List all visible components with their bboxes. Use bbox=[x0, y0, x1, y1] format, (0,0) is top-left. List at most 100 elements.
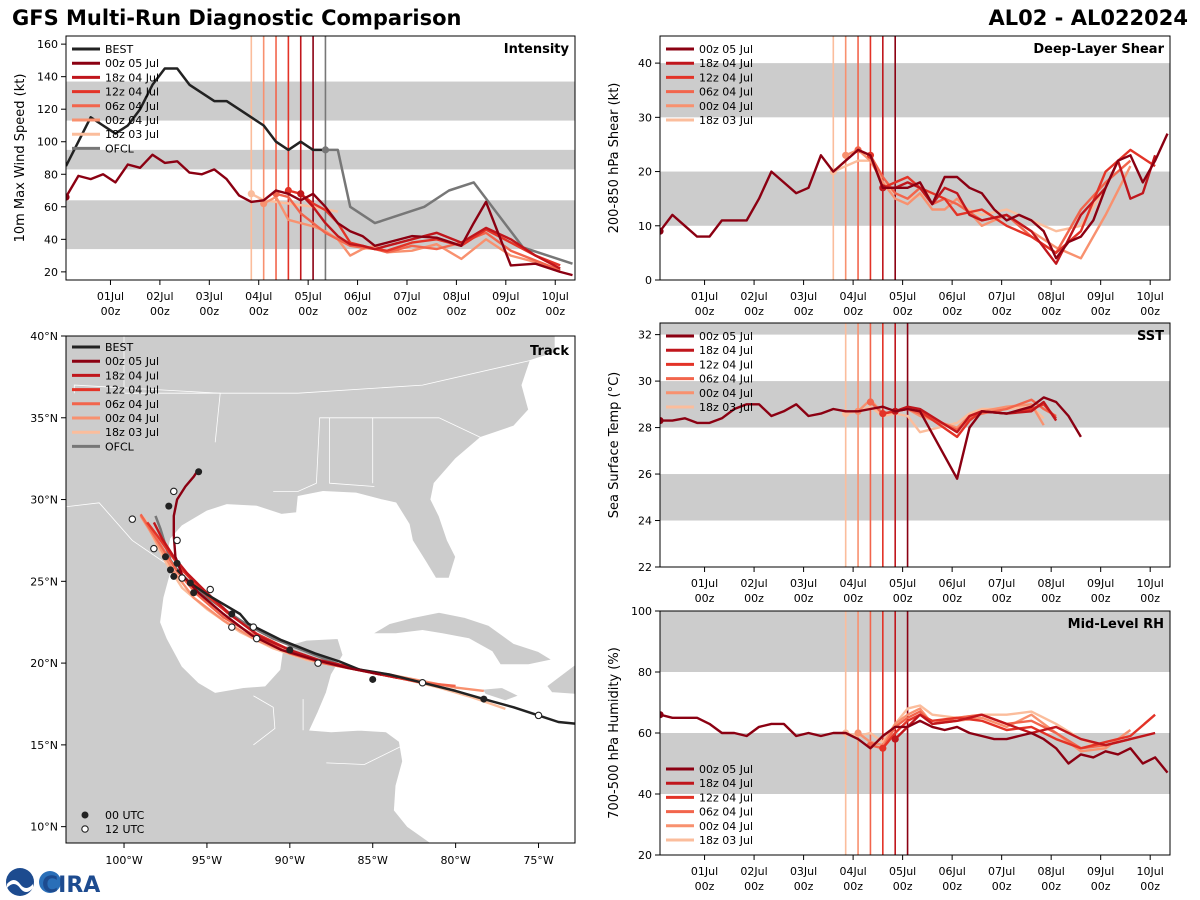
init-marker bbox=[66, 193, 70, 201]
series-line bbox=[66, 153, 573, 277]
threshold-band bbox=[660, 611, 1170, 672]
land-jamaica bbox=[481, 687, 520, 702]
legend-label: 18z 03 Jul bbox=[699, 401, 753, 414]
shear-panel: 0 10 20 30 40 01Jul 00z 02Jul 00z 03Jul 00z 04Jul 00… bbox=[607, 35, 1171, 318]
x-tick-label: 06Jul bbox=[938, 865, 965, 878]
y-tick-label: 100 bbox=[37, 136, 58, 149]
threshold-band bbox=[660, 63, 1170, 118]
x-tick-label: 00z bbox=[101, 305, 121, 318]
x-tick-label: 90°W bbox=[275, 854, 305, 867]
track-point-00utc bbox=[286, 646, 294, 654]
legend-label: 00z 05 Jul bbox=[699, 43, 753, 56]
y-axis-label: Sea Surface Temp (°C) bbox=[607, 372, 622, 519]
x-tick-label: 04Jul bbox=[839, 290, 866, 303]
x-tick-label: 95°W bbox=[192, 854, 222, 867]
track-point-00utc bbox=[166, 566, 174, 574]
x-tick-label: 00z bbox=[1041, 305, 1061, 318]
track-point-12utc bbox=[534, 711, 543, 720]
x-tick-label: 00z bbox=[893, 880, 913, 893]
x-tick-label: 05Jul bbox=[889, 290, 916, 303]
init-marker bbox=[660, 227, 664, 235]
track-point-12utc bbox=[252, 634, 261, 643]
legend-label: 06z 04 Jul bbox=[105, 398, 159, 411]
series-line bbox=[66, 67, 326, 167]
plot-area bbox=[660, 323, 1170, 567]
init-marker bbox=[866, 398, 875, 406]
init-marker bbox=[879, 410, 887, 418]
map-frame bbox=[65, 335, 576, 844]
x-tick-label: 00z bbox=[942, 880, 962, 893]
legend-label: 18z 04 Jul bbox=[105, 369, 159, 382]
y-tick-label: 28 bbox=[638, 422, 652, 435]
track-point-12utc bbox=[173, 536, 181, 545]
x-tick-label: 10Jul bbox=[1137, 290, 1164, 303]
x-tick-label: 07Jul bbox=[988, 577, 1015, 590]
init-marker bbox=[879, 744, 887, 752]
series-line bbox=[882, 154, 1157, 265]
x-tick-label: 07Jul bbox=[393, 290, 420, 303]
legend-label: 00z 04 Jul bbox=[105, 412, 159, 425]
y-tick-label: 20°N bbox=[30, 657, 58, 670]
border-line bbox=[253, 695, 276, 746]
plot-area bbox=[660, 611, 1170, 855]
init-marker bbox=[660, 417, 664, 425]
series-line bbox=[660, 133, 1169, 260]
panel-title: SST bbox=[1137, 329, 1164, 344]
series-line bbox=[660, 713, 1169, 774]
series-line bbox=[660, 396, 1082, 480]
logo-text: CIRA bbox=[42, 873, 100, 898]
land-hispaniola bbox=[546, 664, 575, 695]
legend-label: 12z 04 Jul bbox=[699, 71, 753, 84]
x-tick-label: 01Jul bbox=[691, 865, 718, 878]
track-point-00utc bbox=[369, 675, 377, 683]
y-tick-label: 60 bbox=[638, 727, 652, 740]
track-line bbox=[152, 521, 398, 679]
plot-area bbox=[660, 36, 1170, 280]
legend-label: 00z 04 Jul bbox=[699, 820, 753, 833]
x-tick-label: 00z bbox=[1091, 305, 1111, 318]
legend-label: 06z 04 Jul bbox=[699, 86, 753, 99]
threshold-band bbox=[660, 323, 1170, 335]
x-tick-label: 00z bbox=[249, 305, 269, 318]
y-axis-label: 10m Max Wind Speed (kt) bbox=[13, 74, 28, 243]
y-tick-label: 40°N bbox=[30, 330, 58, 343]
track-point-12utc bbox=[314, 659, 322, 667]
x-tick-label: 03Jul bbox=[790, 865, 817, 878]
x-tick-label: 06Jul bbox=[938, 290, 965, 303]
x-tick-label: 00z bbox=[992, 592, 1012, 605]
series-line bbox=[894, 713, 1156, 747]
y-tick-label: 30 bbox=[638, 111, 652, 124]
plot-frame bbox=[659, 322, 1171, 568]
marker-legend-label: 12 UTC bbox=[105, 823, 145, 836]
x-tick-label: 00z bbox=[992, 305, 1012, 318]
marker-legend-12utc bbox=[81, 825, 89, 833]
x-tick-label: 01Jul bbox=[97, 290, 124, 303]
y-tick-label: 0 bbox=[645, 274, 652, 287]
x-tick-label: 03Jul bbox=[790, 577, 817, 590]
track-point-00utc bbox=[228, 610, 236, 618]
track-point-12utc bbox=[249, 623, 258, 631]
legend-label: 12z 04 Jul bbox=[699, 791, 753, 804]
threshold-band bbox=[66, 149, 575, 170]
legend-label: OFCL bbox=[105, 440, 135, 453]
x-tick-label: 00z bbox=[744, 592, 764, 605]
x-tick-label: 00z bbox=[1140, 880, 1160, 893]
x-tick-label: 04Jul bbox=[839, 577, 866, 590]
x-tick-label: 00z bbox=[992, 880, 1012, 893]
border-line bbox=[372, 417, 481, 484]
x-tick-label: 04Jul bbox=[245, 290, 272, 303]
track-point-12utc bbox=[150, 544, 158, 553]
x-tick-label: 00z bbox=[942, 592, 962, 605]
y-tick-label: 24 bbox=[638, 515, 652, 528]
x-tick-label: 85°W bbox=[358, 854, 388, 867]
x-tick-label: 02Jul bbox=[740, 290, 767, 303]
track-point-00utc bbox=[170, 572, 178, 580]
border-line bbox=[66, 502, 171, 567]
init-marker bbox=[660, 711, 664, 719]
x-tick-label: 00z bbox=[794, 592, 814, 605]
init-marker bbox=[854, 729, 862, 737]
x-tick-label: 08Jul bbox=[1038, 577, 1065, 590]
cira-logo: CIRA bbox=[6, 868, 100, 898]
